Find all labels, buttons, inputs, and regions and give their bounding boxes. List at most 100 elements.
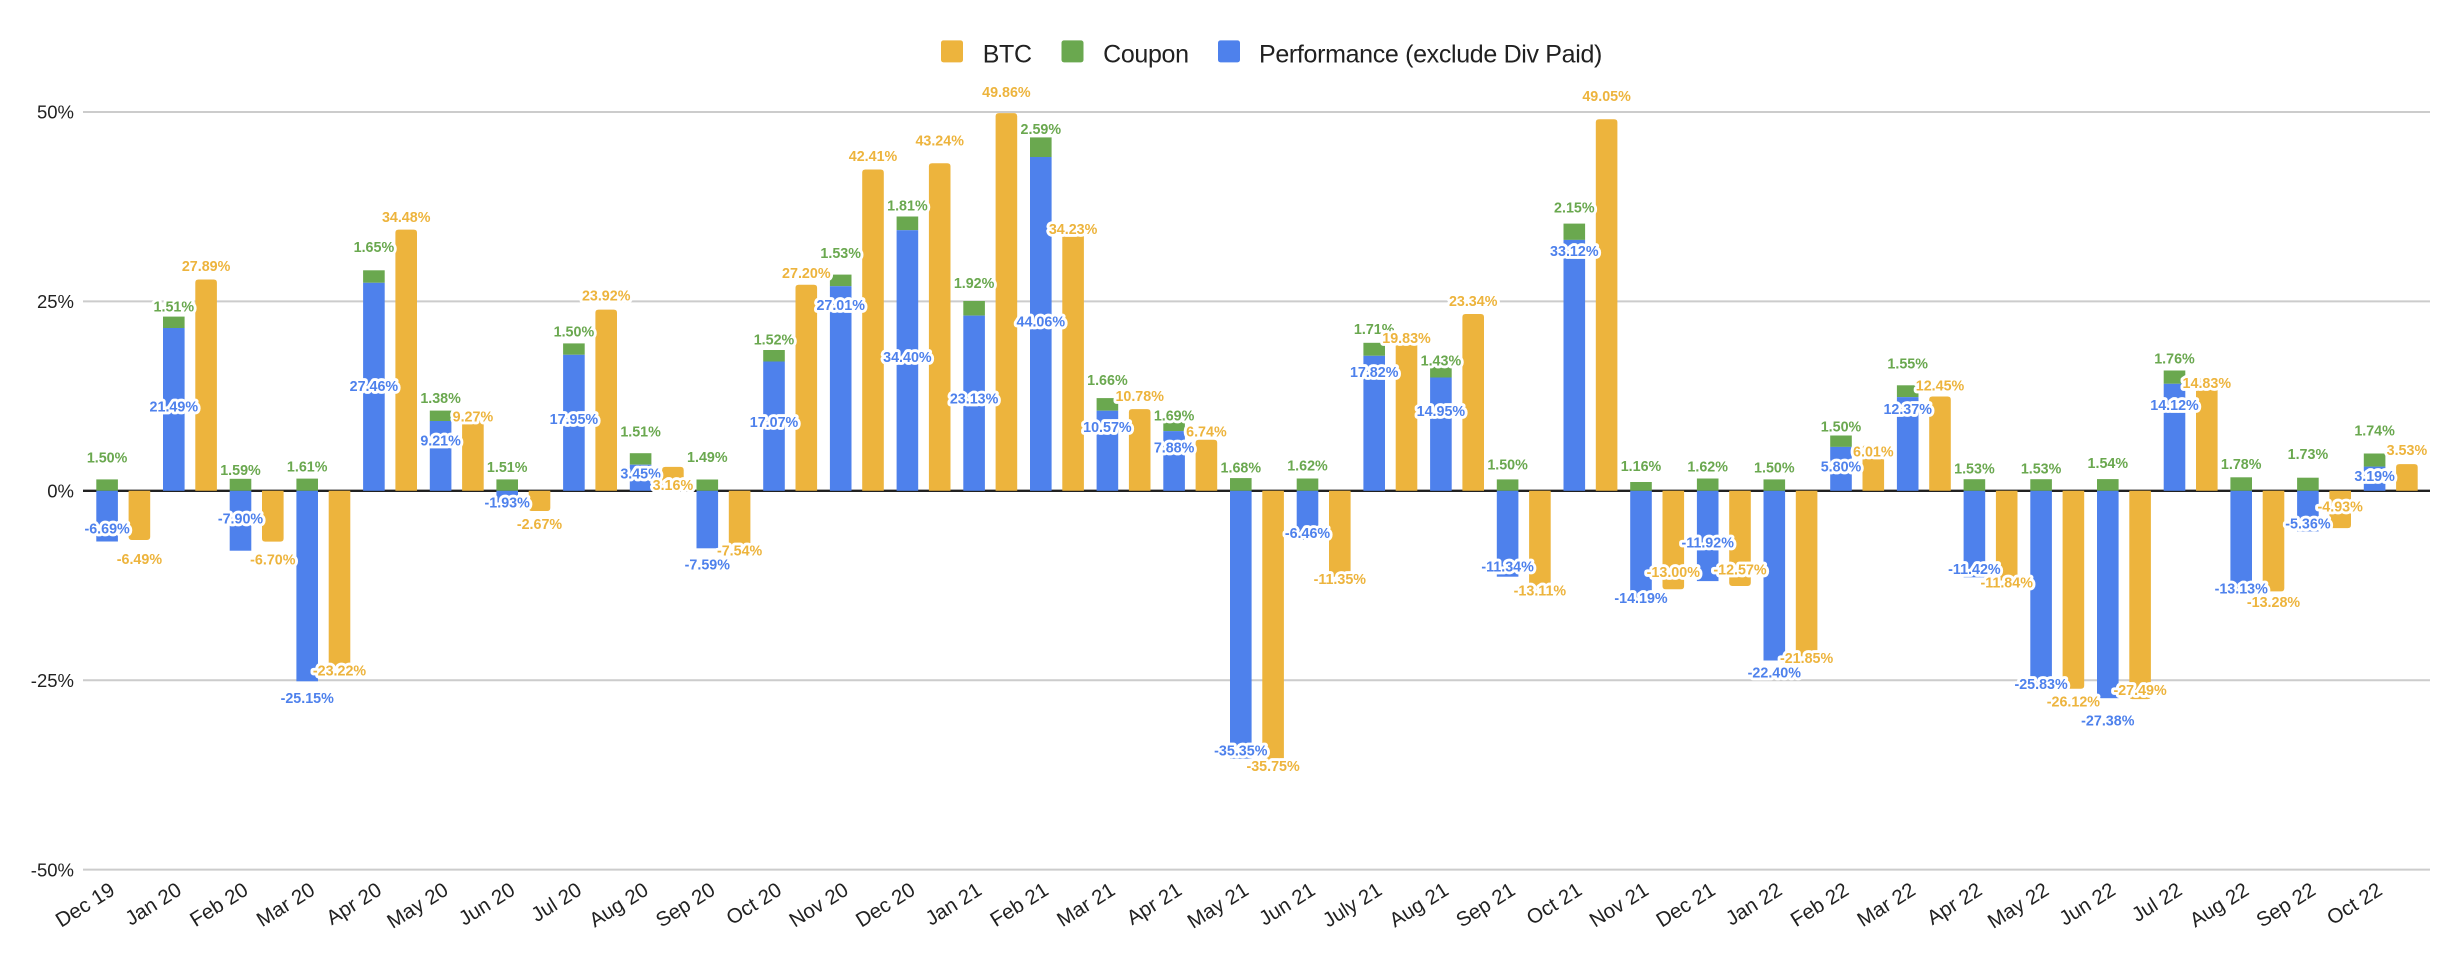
svg-text:42.41%: 42.41%: [849, 149, 898, 165]
svg-text:-35.35%: -35.35%: [1214, 744, 1268, 760]
svg-text:-1.93%: -1.93%: [485, 495, 531, 511]
svg-text:9.21%: 9.21%: [420, 433, 461, 449]
svg-text:-25%: -25%: [31, 670, 74, 691]
svg-text:17.95%: 17.95%: [550, 412, 599, 428]
svg-text:17.82%: 17.82%: [1350, 365, 1399, 381]
svg-text:-4.93%: -4.93%: [2318, 499, 2364, 515]
svg-text:1.59%: 1.59%: [220, 463, 261, 479]
svg-text:-27.49%: -27.49%: [2113, 683, 2167, 699]
svg-text:27.20%: 27.20%: [782, 266, 831, 282]
svg-text:0%: 0%: [47, 481, 74, 502]
svg-text:1.55%: 1.55%: [1887, 357, 1928, 373]
svg-text:-7.59%: -7.59%: [685, 558, 731, 574]
svg-text:1.62%: 1.62%: [1687, 460, 1728, 476]
svg-text:-13.00%: -13.00%: [1647, 565, 1701, 581]
svg-text:1.81%: 1.81%: [887, 198, 928, 214]
svg-text:23.13%: 23.13%: [950, 392, 999, 408]
svg-text:34.40%: 34.40%: [883, 350, 932, 366]
svg-text:5.80%: 5.80%: [1821, 460, 1862, 476]
svg-text:14.12%: 14.12%: [2150, 398, 2199, 414]
svg-text:1.50%: 1.50%: [554, 324, 595, 340]
svg-text:-6.46%: -6.46%: [1285, 526, 1331, 542]
svg-text:44.06%: 44.06%: [1017, 315, 1066, 331]
svg-text:21.49%: 21.49%: [150, 400, 199, 416]
svg-text:-25.83%: -25.83%: [2014, 677, 2068, 693]
svg-text:-11.34%: -11.34%: [1481, 559, 1534, 575]
svg-text:49.05%: 49.05%: [1582, 89, 1631, 105]
svg-text:10.78%: 10.78%: [1115, 389, 1164, 405]
svg-text:-21.85%: -21.85%: [1780, 651, 1834, 667]
svg-text:-13.13%: -13.13%: [2215, 582, 2269, 598]
svg-text:1.49%: 1.49%: [687, 450, 728, 466]
svg-text:1.50%: 1.50%: [1821, 420, 1862, 436]
svg-text:1.43%: 1.43%: [1421, 354, 1462, 370]
svg-text:7.88%: 7.88%: [1154, 440, 1195, 456]
svg-text:6.74%: 6.74%: [1186, 424, 1227, 440]
svg-text:49.86%: 49.86%: [982, 85, 1031, 101]
svg-text:1.73%: 1.73%: [2288, 447, 2329, 463]
svg-text:-6.70%: -6.70%: [250, 552, 296, 568]
svg-text:1.71%: 1.71%: [1354, 322, 1395, 338]
svg-text:25%: 25%: [37, 291, 74, 312]
svg-text:-2.67%: -2.67%: [517, 517, 563, 533]
svg-text:BTC: BTC: [983, 41, 1032, 69]
svg-text:3.45%: 3.45%: [620, 467, 661, 483]
svg-text:1.69%: 1.69%: [1154, 409, 1195, 425]
svg-text:1.50%: 1.50%: [1754, 461, 1795, 477]
svg-text:-5.36%: -5.36%: [2285, 517, 2331, 533]
svg-text:1.68%: 1.68%: [1221, 460, 1262, 476]
svg-text:12.37%: 12.37%: [1883, 402, 1932, 418]
svg-text:1.76%: 1.76%: [2154, 352, 2195, 368]
svg-text:-12.57%: -12.57%: [1713, 562, 1767, 578]
svg-text:1.62%: 1.62%: [1287, 458, 1328, 474]
svg-text:1.53%: 1.53%: [2021, 462, 2062, 478]
svg-text:50%: 50%: [37, 102, 74, 123]
svg-text:-14.19%: -14.19%: [1614, 591, 1668, 607]
svg-text:-23.22%: -23.22%: [313, 664, 367, 680]
svg-text:3.53%: 3.53%: [2387, 443, 2428, 459]
svg-text:1.51%: 1.51%: [487, 460, 528, 476]
svg-text:1.66%: 1.66%: [1087, 373, 1128, 389]
svg-text:-6.69%: -6.69%: [84, 522, 130, 538]
svg-text:1.61%: 1.61%: [287, 460, 328, 476]
svg-text:19.83%: 19.83%: [1382, 331, 1431, 347]
svg-text:-27.38%: -27.38%: [2081, 714, 2135, 730]
svg-text:17.07%: 17.07%: [750, 415, 799, 431]
svg-text:34.23%: 34.23%: [1049, 222, 1098, 238]
svg-text:1.50%: 1.50%: [1487, 457, 1528, 473]
svg-text:23.92%: 23.92%: [582, 289, 631, 305]
svg-text:43.24%: 43.24%: [915, 133, 964, 149]
svg-text:1.52%: 1.52%: [754, 333, 795, 349]
svg-text:-35.75%: -35.75%: [1246, 759, 1300, 775]
svg-text:33.12%: 33.12%: [1550, 244, 1599, 260]
svg-text:-7.90%: -7.90%: [218, 512, 264, 528]
svg-text:Coupon: Coupon: [1103, 41, 1189, 69]
svg-text:6.01%: 6.01%: [1853, 445, 1894, 461]
svg-text:-25.15%: -25.15%: [281, 691, 335, 707]
svg-text:2.59%: 2.59%: [1021, 122, 1062, 138]
svg-text:10.57%: 10.57%: [1083, 420, 1132, 436]
svg-text:2.15%: 2.15%: [1554, 200, 1595, 216]
svg-text:-11.42%: -11.42%: [1948, 562, 2001, 578]
svg-text:-6.49%: -6.49%: [117, 552, 163, 568]
svg-text:1.51%: 1.51%: [154, 300, 195, 316]
svg-text:27.89%: 27.89%: [182, 259, 231, 275]
svg-text:-11.84%: -11.84%: [1980, 576, 2033, 592]
svg-text:1.53%: 1.53%: [1954, 462, 1995, 478]
svg-text:-11.92%: -11.92%: [1681, 536, 1734, 552]
svg-text:1.65%: 1.65%: [354, 240, 395, 256]
svg-text:1.54%: 1.54%: [2088, 456, 2129, 472]
svg-text:1.92%: 1.92%: [954, 276, 995, 292]
svg-text:-11.35%: -11.35%: [1314, 572, 1367, 588]
svg-text:-13.28%: -13.28%: [2247, 595, 2301, 611]
svg-text:3.19%: 3.19%: [2354, 469, 2395, 485]
svg-text:1.16%: 1.16%: [1621, 459, 1662, 475]
svg-text:-50%: -50%: [31, 859, 74, 880]
svg-text:1.78%: 1.78%: [2221, 457, 2262, 473]
svg-text:1.53%: 1.53%: [820, 246, 861, 262]
svg-text:Performance (exclude Div Paid): Performance (exclude Div Paid): [1259, 41, 1602, 69]
svg-text:-7.54%: -7.54%: [717, 544, 763, 560]
svg-text:1.51%: 1.51%: [620, 425, 661, 441]
svg-text:27.01%: 27.01%: [816, 298, 865, 314]
svg-text:-13.11%: -13.11%: [1514, 584, 1567, 600]
